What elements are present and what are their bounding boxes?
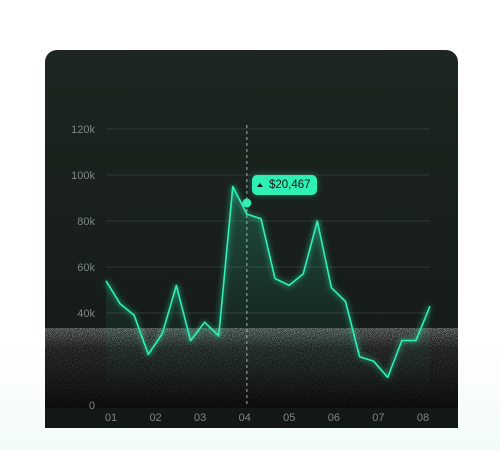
hover-indicator [242, 125, 252, 405]
x-tick-label: 03 [194, 412, 206, 424]
y-tick-label: 120k [71, 124, 95, 136]
series-line [105, 185, 431, 379]
x-tick-label: 01 [105, 412, 117, 424]
value-tooltip: $20,467 [252, 175, 317, 195]
x-tick-label: 08 [417, 412, 429, 424]
x-tick-label: 04 [239, 412, 251, 424]
x-tick-label: 02 [149, 412, 161, 424]
tooltip-value: $20,467 [269, 179, 311, 191]
x-tick-label: 07 [372, 412, 384, 424]
y-tick-label: 100k [71, 170, 95, 182]
y-tick-label: 40k [77, 308, 95, 320]
x-tick-label: 06 [328, 412, 340, 424]
series-area [106, 186, 430, 405]
y-tick-label: 60k [77, 262, 95, 274]
hover-dot [242, 198, 252, 208]
x-tick-label: 05 [283, 412, 295, 424]
series [105, 185, 431, 405]
y-tick-label: 80k [77, 216, 95, 228]
y-tick-label: 0 [89, 400, 95, 412]
axes: 0 40k 60k 80k 100k 120k 01 02 03 04 05 06 07 08 [71, 124, 429, 424]
caret-up-icon [257, 183, 263, 187]
